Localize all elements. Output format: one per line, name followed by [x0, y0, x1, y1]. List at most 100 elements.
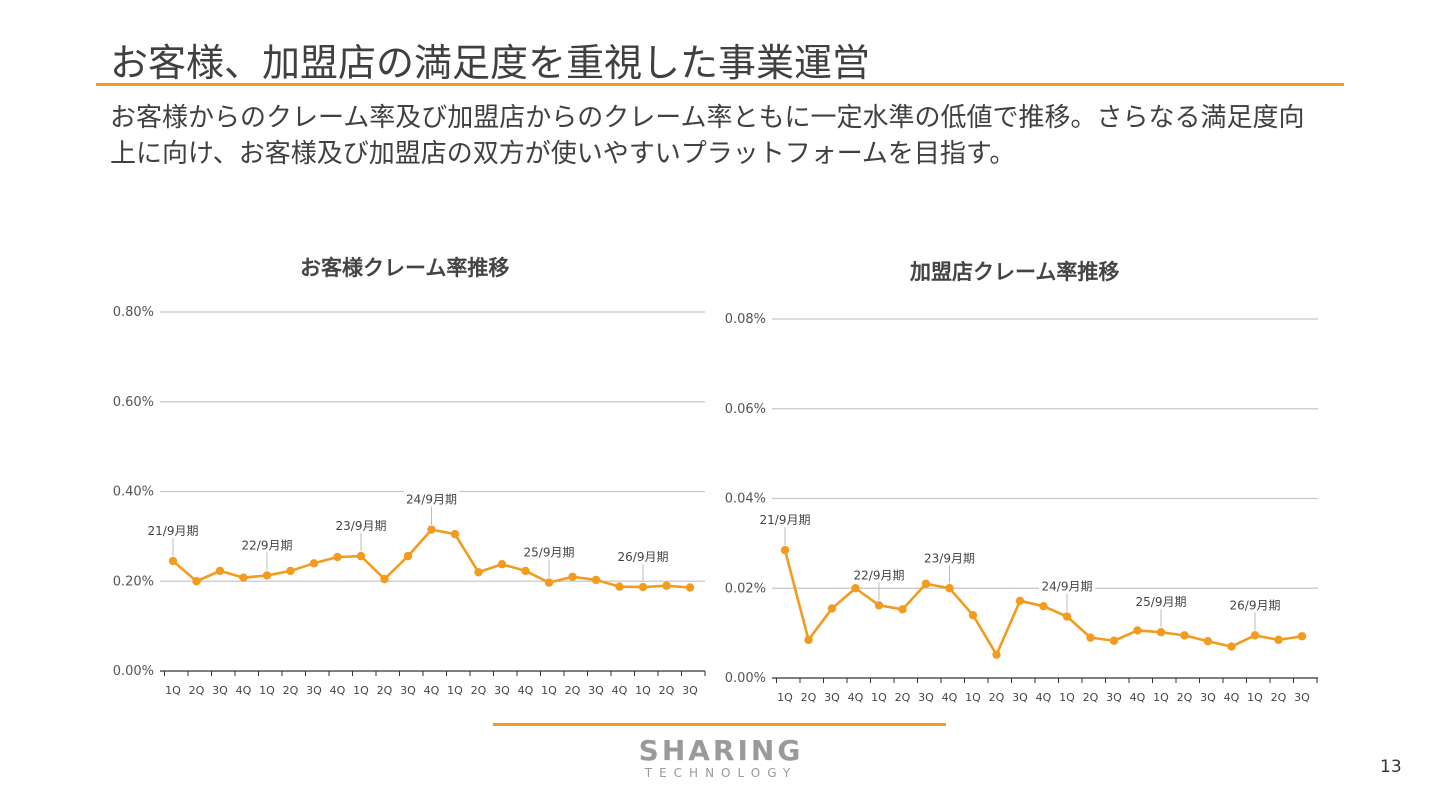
customer-x-tick-label: 3Q [212, 684, 228, 697]
customer-period-label: 24/9月期 [406, 493, 457, 507]
customer-period-label: 25/9月期 [524, 546, 575, 560]
customer-x-tick-label: 1Q [353, 684, 369, 697]
merchant-data-point [1086, 633, 1095, 642]
customer-x-tick-label: 3Q [588, 684, 604, 697]
customer-x-tick-label: 4Q [424, 684, 440, 697]
merchant-x-tick-label: 1Q [871, 691, 887, 704]
merchant-complaint-chart: 0.00% 0.02% 0.04% 0.06% 0.08% 1Q 2Q 3Q 4Q 1Q 2Q 3Q 4… [716, 290, 1336, 710]
customer-data-point [591, 575, 601, 585]
page-title: お客様、加盟店の満足度を重視した事業運営 [110, 41, 871, 85]
customer-y-tick-label: 0.00% [113, 664, 154, 679]
customer-data-point [568, 572, 577, 581]
customer-data-point [497, 559, 507, 569]
merchant-x-tick-label: 1Q [1059, 691, 1075, 704]
merchant-period-label-bg [1227, 596, 1283, 613]
merchant-data-point [968, 610, 978, 620]
customer-chart-title: お客様クレーム率推移 [300, 256, 510, 280]
customer-data-point [333, 552, 342, 562]
merchant-data-point [1203, 637, 1213, 646]
merchant-data-point [898, 605, 907, 614]
merchant-x-tick-label: 3Q [824, 691, 840, 704]
customer-x-tick-label: 1Q [259, 684, 275, 697]
logo-sub-text: TECHNOLOGY [644, 766, 798, 780]
merchant-data-point [874, 601, 884, 610]
customer-data-point [521, 566, 530, 576]
customer-data-point [192, 577, 201, 586]
merchant-data-point [1227, 642, 1236, 651]
merchant-x-tick-label: 3Q [1012, 691, 1028, 704]
merchant-x-tick-label: 4Q [1224, 691, 1240, 704]
customer-period-label: 22/9月期 [242, 538, 293, 552]
merchant-period-label: 25/9月期 [1136, 595, 1187, 609]
customer-period-label: 23/9月期 [336, 519, 387, 533]
merchant-x-tick-label: 2Q [989, 691, 1005, 704]
merchant-period-label: 21/9月期 [760, 513, 811, 527]
merchant-x-tick-label: 1Q [1153, 691, 1169, 704]
customer-period-label-bg [615, 548, 671, 565]
customer-x-tick-label: 1Q [541, 684, 557, 697]
customer-data-point [262, 571, 272, 580]
merchant-period-label-bg [1133, 593, 1189, 610]
customer-data-point [427, 525, 436, 534]
customer-x-tick-label: 4Q [518, 684, 534, 697]
merchant-x-tick-label: 2Q [1271, 691, 1287, 704]
customer-x-tick-label: 3Q [306, 684, 322, 697]
customer-data-point [544, 578, 554, 587]
customer-complaint-chart-svg: 0.00% 0.20% 0.40% 0.60% 0.80% 1Q 2Q 3Q 4Q 1Q 2Q 3Q 4… [113, 305, 706, 697]
merchant-period-label-bg [921, 549, 978, 566]
page-number: 13 [1380, 757, 1402, 777]
customer-period-label: 21/9月期 [148, 524, 199, 538]
customer-data-point [168, 556, 178, 566]
merchant-x-tick-label: 4Q [1036, 691, 1052, 704]
customer-data-point [309, 559, 319, 568]
customer-data-point [286, 566, 295, 576]
merchant-data-point [804, 635, 813, 645]
merchant-complaint-chart-svg: 0.00% 0.02% 0.04% 0.06% 0.08% 1Q 2Q 3Q 4Q 1Q 2Q 3Q 4… [725, 312, 1318, 704]
customer-data-point [474, 568, 483, 577]
lead-text: お客様からのクレーム率及び加盟店からのクレーム率ともに一定水準の低値で推移。さら… [110, 103, 1305, 169]
merchant-data-point [1297, 632, 1307, 641]
customer-x-tick-label: 4Q [612, 684, 628, 697]
merchant-data-point [851, 584, 860, 593]
customer-complaint-chart: 0.00% 0.20% 0.40% 0.60% 0.80% 1Q 2Q 3Q 4Q 1Q 2Q 3Q 4… [96, 290, 716, 710]
merchant-period-label: 26/9月期 [1230, 598, 1281, 612]
customer-data-point [638, 582, 648, 592]
customer-y-tick-label: 0.60% [113, 395, 154, 410]
customer-y-tick-label: 0.80% [113, 305, 154, 320]
merchant-data-point [1250, 631, 1260, 640]
merchant-data-point [1039, 602, 1048, 611]
customer-x-tick-label: 3Q [400, 684, 416, 697]
merchant-data-point [1015, 596, 1025, 606]
customer-data-point [403, 551, 413, 561]
merchant-period-label: 24/9月期 [1042, 580, 1093, 594]
customer-period-label-bg [521, 543, 577, 560]
merchant-data-point [1274, 635, 1283, 645]
merchant-x-tick-label: 3Q [1294, 691, 1310, 704]
customer-data-point [380, 574, 389, 584]
merchant-period-label: 22/9月期 [854, 568, 905, 582]
merchant-data-point [827, 604, 837, 613]
company-logo: SHARING TECHNOLOGY [633, 736, 809, 781]
customer-data-point [685, 583, 695, 592]
merchant-data-point [780, 545, 790, 555]
customer-x-tick-label: 2Q [189, 684, 205, 697]
merchant-x-tick-label: 1Q [777, 691, 793, 704]
customer-x-tick-label: 2Q [471, 684, 487, 697]
merchant-x-tick-label: 1Q [965, 691, 981, 704]
merchant-period-label-bg [757, 511, 813, 528]
customer-period-label-bg [239, 536, 295, 553]
merchant-y-tick-label: 0.00% [725, 671, 766, 686]
customer-data-point [215, 566, 225, 576]
merchant-y-tick-label: 0.02% [725, 581, 766, 596]
merchant-data-point [921, 579, 931, 588]
merchant-x-tick-label: 3Q [1106, 691, 1122, 704]
merchant-data-point [945, 584, 954, 593]
merchant-x-tick-label: 3Q [1200, 691, 1216, 704]
merchant-x-tick-label: 2Q [895, 691, 911, 704]
customer-period-label: 26/9月期 [618, 550, 669, 564]
customer-x-tick-label: 2Q [283, 684, 299, 697]
merchant-data-point [1062, 612, 1072, 621]
footer-divider [493, 723, 946, 726]
merchant-period-label: 23/9月期 [924, 551, 975, 565]
merchant-x-tick-label: 4Q [942, 691, 958, 704]
